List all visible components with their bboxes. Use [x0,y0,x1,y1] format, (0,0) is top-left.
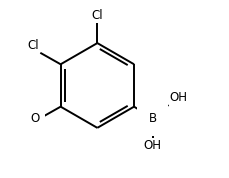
Text: B: B [148,112,156,125]
Text: Cl: Cl [28,39,39,52]
Text: OH: OH [169,91,187,104]
Text: Cl: Cl [91,9,103,22]
Text: O: O [30,112,39,125]
Text: OH: OH [143,139,161,152]
